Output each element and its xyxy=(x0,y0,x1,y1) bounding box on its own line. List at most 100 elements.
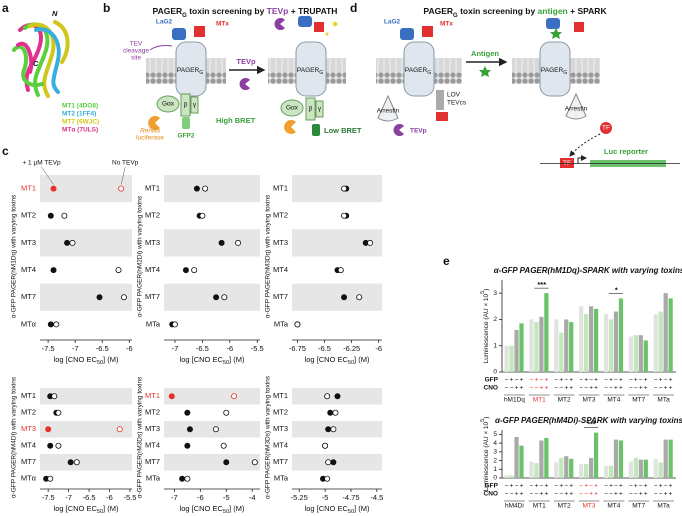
g-beta xyxy=(180,93,191,117)
panel-letter: b xyxy=(103,1,110,15)
data-point xyxy=(61,212,68,219)
data-point xyxy=(47,475,54,482)
bar xyxy=(663,439,668,478)
sign: + xyxy=(669,483,673,490)
row-shade xyxy=(164,454,260,471)
bar xyxy=(584,314,589,372)
bar xyxy=(603,465,609,478)
sign: − xyxy=(654,491,658,498)
sign: − xyxy=(554,483,558,490)
sign: + xyxy=(619,483,623,490)
structure-legend: MT1 (4DO8)MT2 (1FF4)MT7 (6WJC)MTα (7ULS) xyxy=(62,103,99,134)
bar xyxy=(544,293,549,372)
x-tick-label: MT2 xyxy=(558,503,571,510)
sign: + xyxy=(535,483,539,490)
lag2-label: LaG2 xyxy=(156,19,173,26)
sign: − xyxy=(664,483,668,490)
y-tick-label: MT3 xyxy=(21,424,36,433)
label-part: Luminescence (AU × 10 xyxy=(483,293,490,363)
row-shade xyxy=(164,421,260,438)
x-tick-label: -6 xyxy=(197,493,204,502)
x-tick-label: -6.5 xyxy=(83,493,96,502)
data-point xyxy=(51,393,58,400)
label-part: G xyxy=(319,70,323,76)
y-tick-label: 4 xyxy=(493,440,497,447)
data-point xyxy=(191,267,198,274)
bar xyxy=(613,439,619,478)
label-part: log [CNO EC xyxy=(180,504,224,513)
sign: − xyxy=(554,377,558,384)
data-point xyxy=(235,239,242,246)
panel-title: PAGERG toxin screening by TEVp + TRUPATH xyxy=(153,6,338,18)
title-part: PAGER xyxy=(423,6,453,16)
tf-shape xyxy=(560,158,574,168)
arrestin-shape xyxy=(565,92,587,120)
x-axis-label: log [CNO EC50] (M) xyxy=(180,504,245,515)
x-tick-label: -4.75 xyxy=(342,493,359,502)
x-tick-label: hM1Dq xyxy=(504,397,525,404)
label-part: ] (M) xyxy=(229,355,245,364)
lag2-shape xyxy=(546,18,560,29)
receptor xyxy=(403,41,435,97)
y-tick-label: MT7 xyxy=(21,457,36,466)
sign: − xyxy=(629,377,633,384)
arrestin-label: Arrestin xyxy=(377,108,400,115)
y-tick-label: MT3 xyxy=(145,238,160,247)
data-point xyxy=(184,475,191,482)
data-point xyxy=(223,409,230,416)
data-point xyxy=(341,212,348,219)
chart-title: α-GFP PAGER(hM1Dq)-SPARK with varying to… xyxy=(494,266,682,275)
bar xyxy=(559,332,564,372)
y-axis-label: α-GFP PAGER(hM3Dq) with varying toxins xyxy=(265,194,272,318)
y-tick-label: 1 xyxy=(493,466,497,473)
x-tick-label: -6 xyxy=(226,344,233,353)
sign: + xyxy=(659,483,663,490)
significance-label: *** xyxy=(537,280,546,289)
sign: + xyxy=(535,377,539,384)
bar xyxy=(539,440,544,478)
data-point xyxy=(221,294,228,301)
mtx-label: MTx xyxy=(216,21,229,28)
panel-title: PAGERG toxin screening by antigen + SPAR… xyxy=(423,6,607,18)
sign: − xyxy=(634,491,638,498)
data-point xyxy=(53,321,60,328)
y-tick-label: MT3 xyxy=(21,238,36,247)
y-tick-label: 0 xyxy=(493,369,497,376)
x-tick-label: -6.5 xyxy=(96,344,109,353)
bar xyxy=(643,459,648,478)
x-tick-label: -5 xyxy=(322,493,329,502)
sign-row-label: GFP xyxy=(485,377,499,384)
tevp-shape xyxy=(274,18,285,30)
lov-label: LOV xyxy=(447,92,461,99)
data-point xyxy=(171,321,178,328)
x-tick-label: -7 xyxy=(172,344,179,353)
data-point xyxy=(115,267,122,274)
sign: − xyxy=(584,491,588,498)
sign: − xyxy=(634,385,638,392)
row-shade xyxy=(292,454,382,471)
sign: − xyxy=(510,491,514,498)
y-tick-label: MT1 xyxy=(145,184,160,193)
sign: − xyxy=(609,385,613,392)
bar xyxy=(584,464,589,478)
sign: − xyxy=(664,377,668,384)
sign: + xyxy=(614,491,618,498)
row-shade xyxy=(164,388,260,405)
bar xyxy=(668,439,673,478)
x-tick-label: -6.5 xyxy=(196,344,209,353)
x-tick-label: MT7 xyxy=(632,397,645,404)
g-alpha xyxy=(280,99,304,117)
sign: + xyxy=(594,385,598,392)
sign: − xyxy=(589,377,593,384)
legend-entry: MT7 (6WJC) xyxy=(62,119,99,126)
gfp2-shape xyxy=(182,117,190,129)
bar xyxy=(603,314,609,372)
sign: + xyxy=(584,377,588,384)
sign: + xyxy=(569,483,573,490)
title-part: + SPARK xyxy=(568,6,608,16)
legend-entry: MTα (7ULS) xyxy=(62,127,98,134)
sign: − xyxy=(535,491,539,498)
panel-a: a N C MT1 (4DO8)MT2 (1FF4)MT7 (6WJC)MTα … xyxy=(2,1,99,134)
row-shade xyxy=(40,283,132,311)
bar xyxy=(638,335,643,372)
